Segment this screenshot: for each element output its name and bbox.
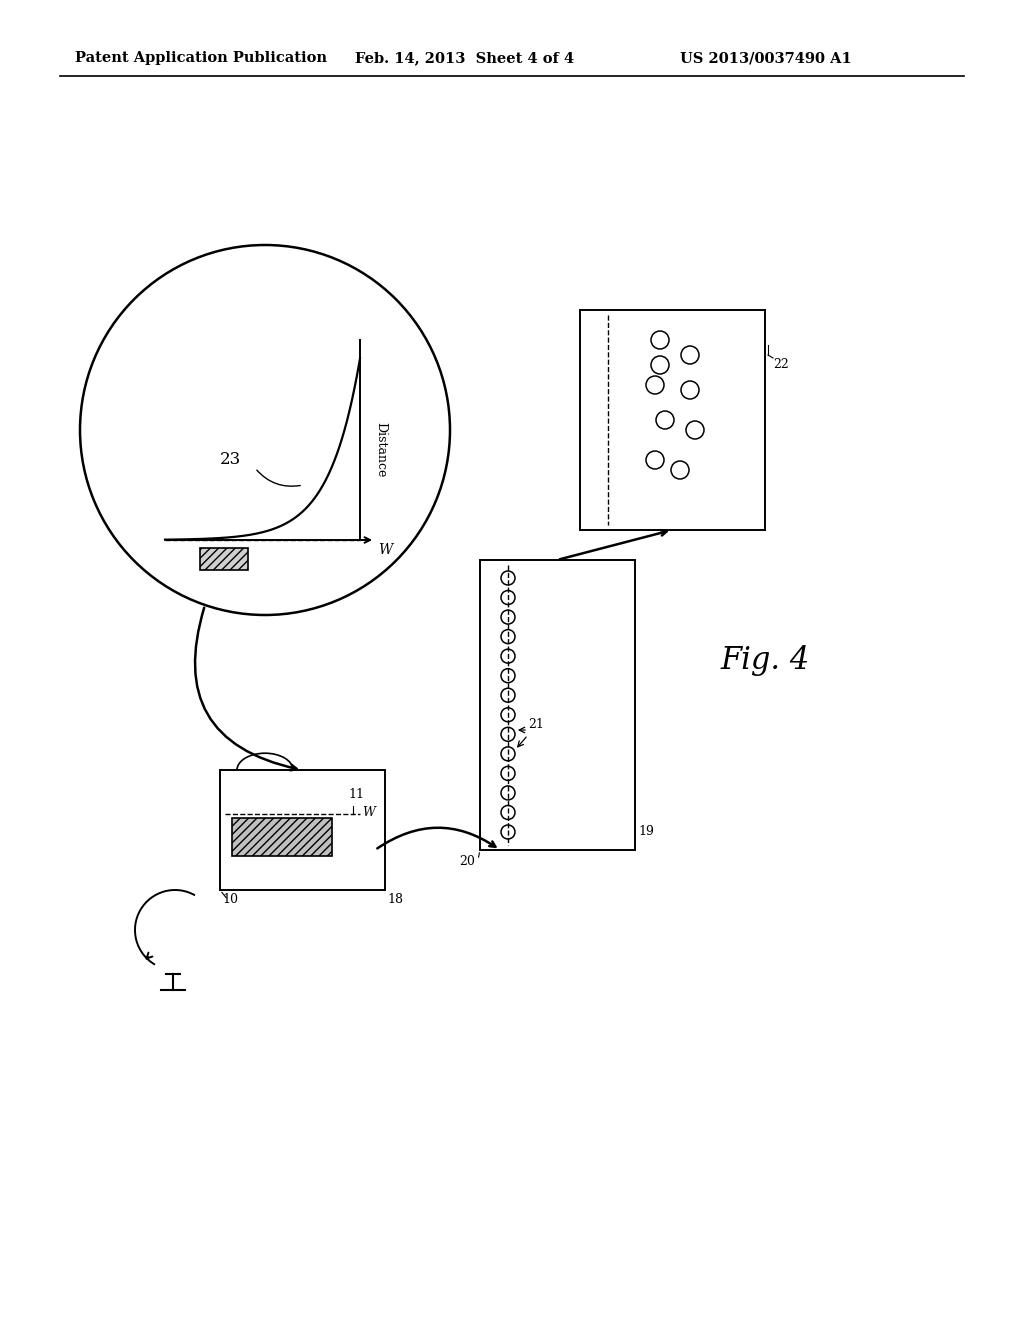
Bar <box>220 770 385 890</box>
Text: 19: 19 <box>638 825 654 838</box>
Text: W: W <box>378 543 392 557</box>
Text: 10: 10 <box>222 894 238 906</box>
Text: 23: 23 <box>219 451 241 469</box>
Text: 11: 11 <box>348 788 364 801</box>
Text: W: W <box>362 805 375 818</box>
Text: 22: 22 <box>773 359 788 371</box>
Text: 20: 20 <box>459 855 475 869</box>
Bar <box>200 548 248 570</box>
Text: 18: 18 <box>387 894 403 906</box>
Bar <box>232 818 332 855</box>
Text: Fig. 4: Fig. 4 <box>720 644 809 676</box>
Text: US 2013/0037490 A1: US 2013/0037490 A1 <box>680 51 852 65</box>
Bar <box>580 310 765 531</box>
Text: Patent Application Publication: Patent Application Publication <box>75 51 327 65</box>
Bar <box>480 560 635 850</box>
Text: 21: 21 <box>528 718 544 731</box>
Text: Feb. 14, 2013  Sheet 4 of 4: Feb. 14, 2013 Sheet 4 of 4 <box>355 51 574 65</box>
Text: Distance: Distance <box>374 422 387 478</box>
